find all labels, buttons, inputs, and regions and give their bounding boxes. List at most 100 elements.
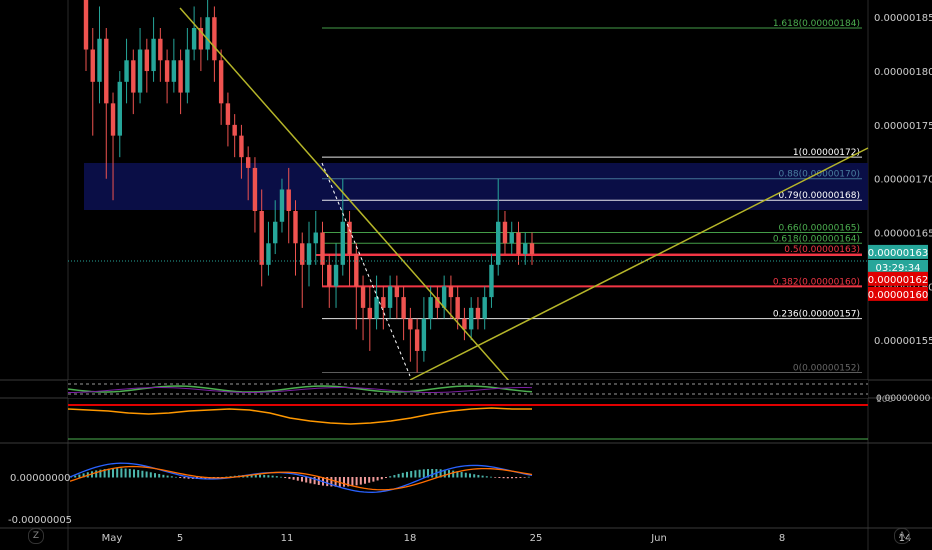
macd-histogram-bar — [145, 471, 148, 478]
macd-histogram-bar — [166, 475, 169, 478]
macd-histogram-bar — [389, 476, 392, 478]
candle-body — [137, 49, 143, 93]
macd-histogram-bar — [456, 471, 459, 478]
macd-histogram-bar — [301, 477, 303, 482]
osc-line-1 — [67, 385, 533, 393]
macd-histogram-bar — [431, 468, 434, 478]
macd-histogram-bar — [485, 476, 488, 478]
macd-histogram-bar — [359, 477, 362, 485]
candle-body — [104, 38, 109, 104]
candle-body — [144, 49, 150, 72]
macd-histogram-bar — [410, 471, 413, 478]
macd-histogram-bar — [473, 474, 476, 478]
candle-body — [117, 81, 122, 136]
macd-histogram-bar — [330, 477, 333, 487]
candle-body — [468, 307, 474, 330]
macd-histogram-bar — [292, 477, 295, 480]
macd-histogram-bar — [254, 474, 257, 478]
candle-body — [313, 232, 318, 244]
candle-body — [245, 157, 251, 168]
macd-histogram-bar — [506, 477, 509, 479]
fibonacci-retracement: 1.618(0.00000184) 1(0.00000172) 0.88(0.000… — [316, 19, 862, 373]
time-tick-label: 8 — [779, 533, 785, 544]
candle-body — [191, 27, 197, 50]
time-tick-label: May — [102, 533, 123, 544]
fib-label: 0.382(0.00000160) — [773, 277, 860, 287]
candle-body — [158, 38, 163, 61]
price-tick-label: 0.00000175 — [874, 121, 932, 132]
macd-histogram-bar — [355, 477, 358, 486]
price-badges: 0.00000163 03:29:340.00000162 0.00000160 — [868, 244, 928, 301]
macd-histogram-bar — [527, 476, 530, 478]
candle-body — [164, 60, 170, 82]
candle-body — [171, 60, 177, 82]
candle-body — [340, 221, 345, 265]
macd-histogram-bar — [477, 474, 480, 478]
time-axis: May 5 11 18 25 Jun 8 14 — [102, 533, 912, 544]
price-badge — [868, 271, 928, 286]
macd-histogram-bar — [309, 477, 312, 484]
candle-body — [496, 221, 501, 265]
candle-body — [482, 297, 487, 319]
macd-histogram-bar — [515, 477, 518, 479]
macd-histogram-bar — [523, 477, 526, 478]
candle-body — [273, 221, 278, 244]
candle-body — [333, 264, 339, 287]
candle-body — [178, 60, 183, 93]
ascending-trendline — [409, 147, 869, 381]
macd-histogram-bar — [284, 477, 287, 479]
candle-body — [225, 103, 231, 125]
fib-label: 1(0.00000172) — [793, 148, 860, 158]
candle-body — [327, 264, 332, 287]
macd-histogram-bar — [418, 469, 421, 478]
macd-histogram-bar — [439, 469, 442, 478]
supply-zone — [84, 163, 868, 210]
candle-body — [300, 243, 305, 265]
macd-histogram-bar — [385, 477, 387, 478]
candle-body — [509, 232, 514, 244]
candle-body — [266, 243, 271, 265]
macd-histogram-bar — [490, 476, 492, 478]
fib-label: 0.5(0.00000163) — [784, 245, 860, 255]
candle-body — [320, 232, 325, 265]
candle-body — [394, 286, 400, 298]
time-tick-label: 25 — [530, 533, 543, 544]
macd-histogram-bar — [74, 475, 77, 478]
price-badge-label: 03:29:34 — [876, 263, 921, 274]
macd-histogram-bar — [464, 472, 467, 478]
price-badge — [868, 286, 928, 301]
macd-histogram-bar — [511, 477, 513, 479]
candle-body — [401, 297, 406, 319]
macd-histogram-bar — [305, 477, 308, 483]
rsi-tick-label: 100 — [876, 395, 893, 405]
macd-histogram-bar — [414, 470, 417, 478]
fib-label: 1.618(0.00000184) — [773, 19, 860, 29]
macd-histogram-bar — [271, 475, 274, 478]
fib-label: 0.618(0.00000164) — [773, 234, 860, 244]
candle-body — [414, 329, 420, 351]
macd-tick-zero: 0.00000000 — [10, 473, 70, 484]
macd-histogram-bar — [149, 472, 152, 478]
candlestick-series — [83, 0, 535, 373]
macd-histogram-bar — [427, 469, 429, 478]
candle-body — [151, 38, 156, 72]
macd-histogram-bar — [502, 477, 505, 479]
macd-histogram-bar — [326, 477, 329, 487]
macd-histogram-bar — [259, 474, 261, 478]
macd-histogram-bar — [99, 469, 102, 478]
macd-histogram-bar — [275, 476, 278, 478]
candle-body — [90, 49, 95, 82]
macd-histogram-bar — [422, 469, 425, 478]
macd-histogram-bar — [82, 473, 85, 478]
price-badge — [868, 244, 928, 259]
candle-body — [523, 243, 528, 255]
candle-body — [367, 307, 373, 319]
osc-tick-label: 0.00000000 — [876, 394, 931, 404]
timezone-icon[interactable]: Z — [28, 528, 44, 544]
macd-histogram-bar — [133, 469, 135, 478]
auto-scale-icon[interactable]: A — [894, 528, 910, 544]
rsi-line — [67, 407, 532, 425]
price-tick-label: 0.00000185 — [874, 13, 932, 24]
time-tick-label: Jun — [650, 533, 667, 544]
